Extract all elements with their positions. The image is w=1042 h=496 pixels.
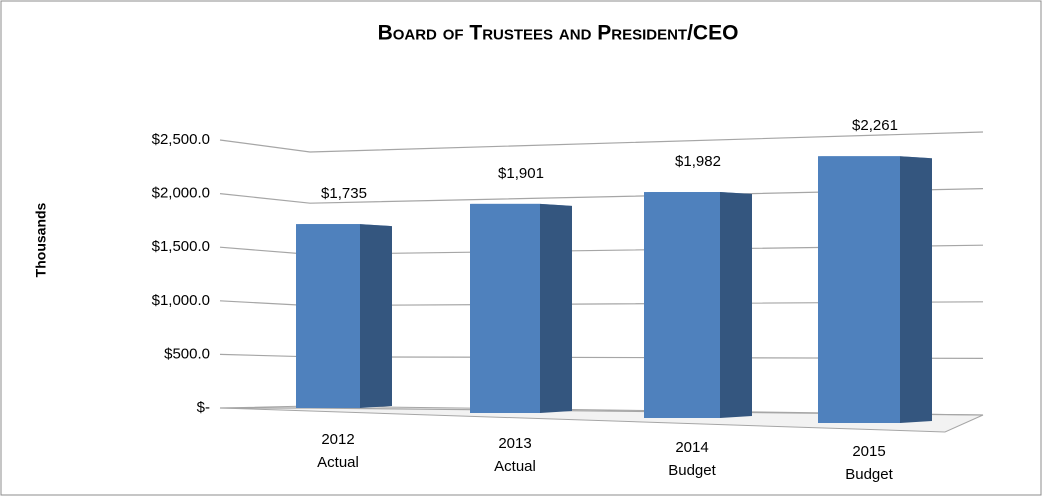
bar [818,156,900,423]
grid-line [219,188,984,204]
bar-side [540,203,572,413]
bar [644,192,720,418]
chart-title: Board of Trustees and President/CEO [378,22,739,45]
data-label: $2,261 [852,117,898,134]
bar-side [360,224,392,408]
data-label: $1,982 [675,153,721,170]
data-label: $1,735 [321,185,367,202]
x-tick-label: Budget [845,466,893,483]
x-tick-label: 2013 [498,435,531,452]
x-tick-label: 2015 [852,443,885,460]
x-tick-label: 2014 [675,439,708,456]
y-tick-label: $2,500.0 [152,131,210,148]
x-tick-label: Actual [317,454,359,471]
bar-side [720,192,752,418]
bar [470,203,540,413]
data-label: $1,901 [498,165,544,182]
y-tick-label: $500.0 [164,345,210,362]
x-tick-label: Budget [668,462,716,479]
bar-side [900,156,932,423]
y-tick-label: $1,500.0 [152,238,210,255]
y-tick-label: $- [197,399,210,416]
x-tick-label: Actual [494,458,536,475]
y-axis-label: Thousands [33,202,49,277]
y-tick-label: $1,000.0 [152,292,210,309]
grid-line [219,131,984,153]
y-tick-label: $2,000.0 [152,185,210,202]
x-tick-label: 2012 [321,431,354,448]
bar [296,224,360,408]
